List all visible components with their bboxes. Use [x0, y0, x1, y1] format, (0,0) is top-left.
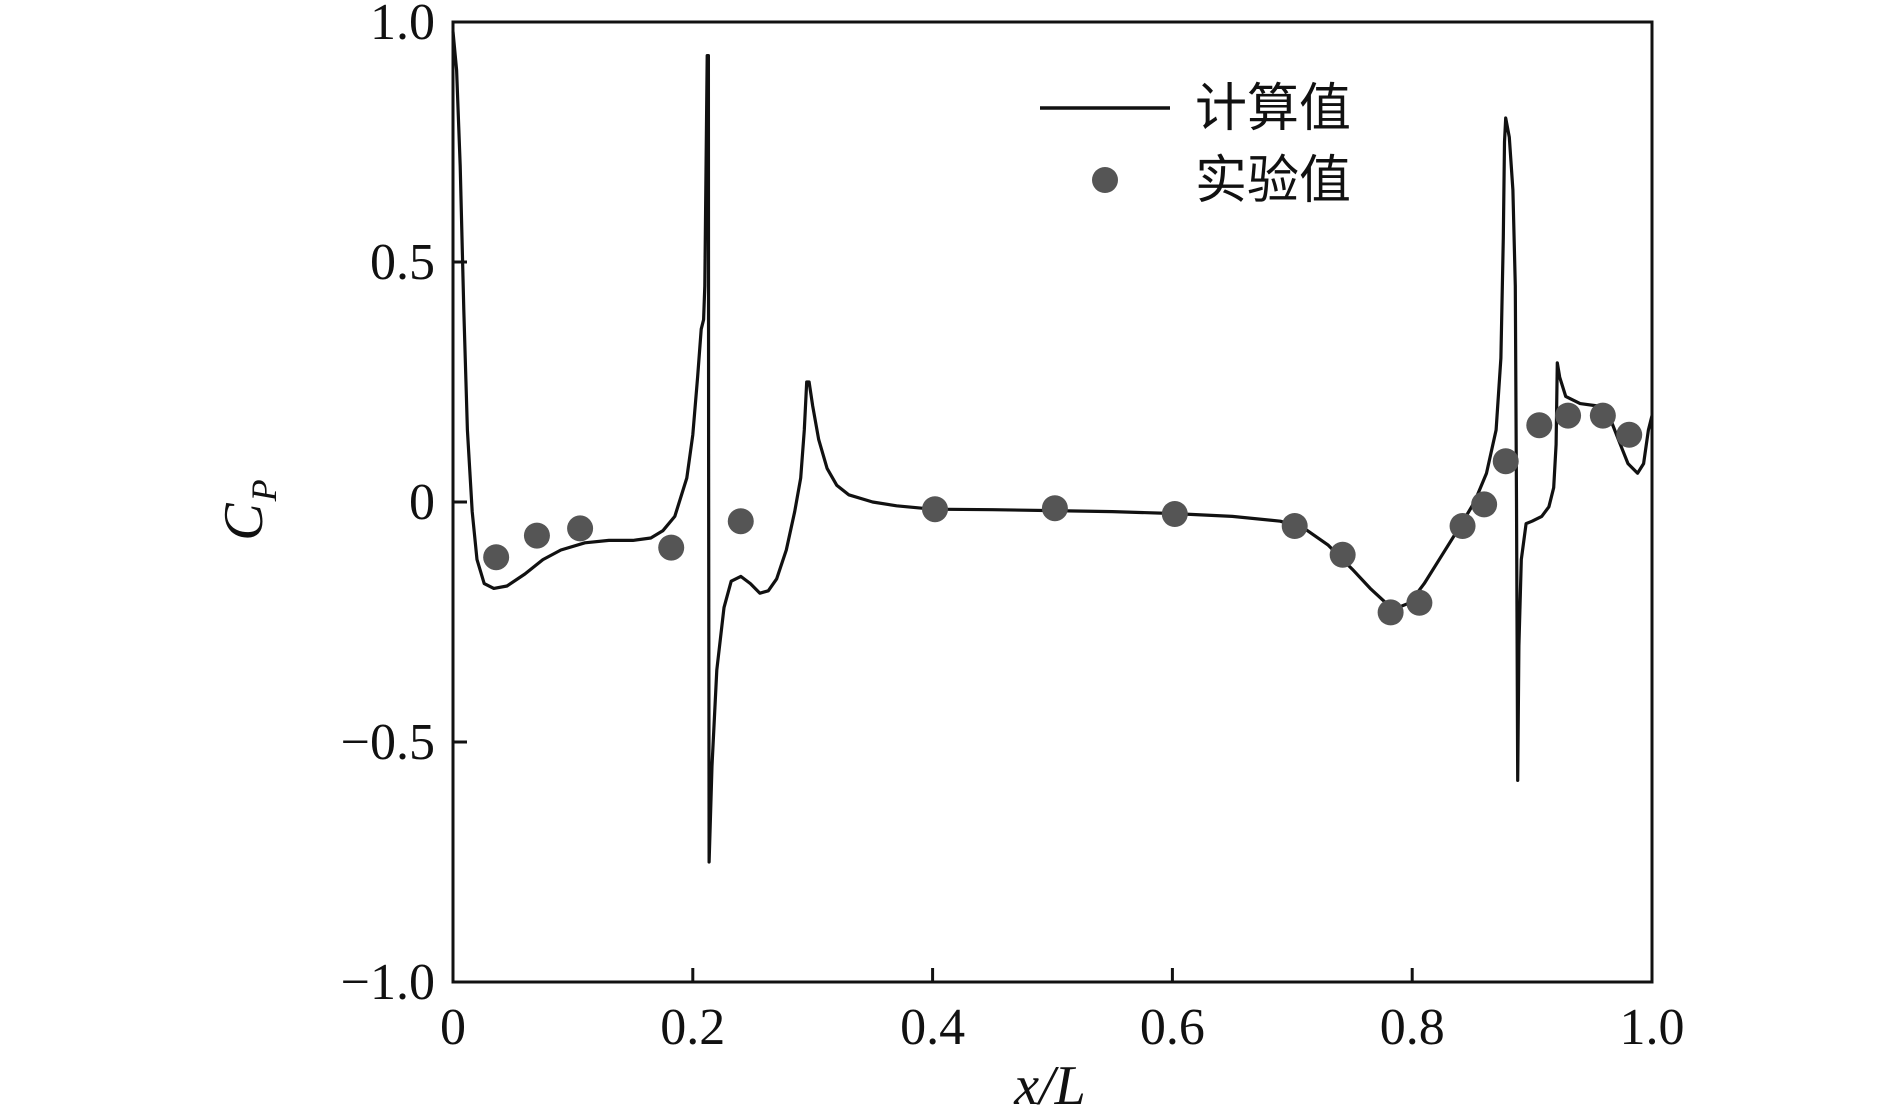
y-axis-label: CP	[213, 479, 284, 540]
experimental-point	[1616, 421, 1643, 448]
experimental-point	[1555, 402, 1582, 429]
experimental-point	[483, 544, 510, 571]
y-tick-label: −1.0	[341, 954, 435, 1011]
experimental-point	[1377, 599, 1404, 626]
experimental-point	[1589, 402, 1616, 429]
experimental-point	[1406, 589, 1433, 616]
x-tick-label: 1.0	[1620, 999, 1685, 1056]
experimental-point	[1041, 495, 1068, 522]
x-axis-label: x/L	[1013, 1055, 1086, 1107]
experimental-point	[1471, 491, 1498, 518]
computed-line	[451, 31, 1654, 864]
plot-frame	[451, 20, 1654, 984]
y-tick-label: 1.0	[370, 0, 435, 51]
experimental-point	[921, 496, 948, 523]
experimental-point	[1281, 513, 1308, 539]
legend-label-computed: 计算值	[1195, 79, 1351, 139]
experimental-point	[1526, 412, 1553, 439]
experimental-point	[1449, 513, 1476, 539]
y-axis-label-sub: P	[244, 479, 284, 502]
x-tick-label: 0.8	[1380, 999, 1445, 1056]
experimental-point	[1161, 501, 1188, 527]
y-tick-label: 0.5	[370, 234, 435, 291]
experimental-point	[1329, 541, 1356, 568]
legend-label-experimental: 实验值	[1195, 151, 1351, 211]
experimental-point	[523, 522, 550, 549]
x-axis-ticks: 0 0.2 0.4 0.6 0.8 1.0	[440, 968, 1685, 1056]
x-tick-label: 0	[440, 999, 466, 1056]
legend-marker-swatch	[1092, 167, 1118, 193]
x-tick-label: 0.2	[660, 999, 725, 1056]
y-tick-label: −0.5	[341, 714, 435, 771]
y-axis-label-main: C	[213, 503, 275, 541]
y-axis-ticks: 1.0 0.5 0 −0.5 −1.0	[341, 0, 467, 1011]
x-tick-label: 0.4	[900, 999, 965, 1056]
experimental-point	[1492, 448, 1519, 475]
plot-series	[451, 31, 1654, 864]
x-tick-label: 0.6	[1140, 999, 1205, 1056]
experimental-point	[567, 515, 594, 542]
y-tick-label: 0	[409, 474, 435, 531]
experimental-point	[658, 534, 685, 561]
legend: 计算值 实验值	[1040, 79, 1351, 211]
experimental-point	[727, 508, 754, 535]
